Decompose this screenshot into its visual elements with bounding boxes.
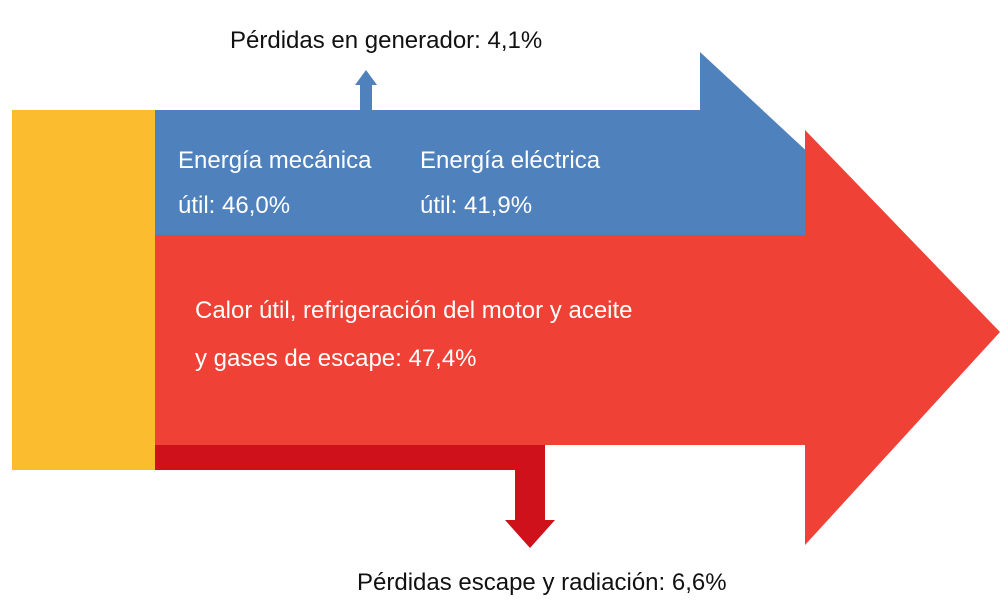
mechanical-value: útil: 46,0% xyxy=(178,192,290,219)
electrical-arrow xyxy=(155,52,870,260)
heat-value: y gases de escape: 47,4% xyxy=(195,345,477,372)
heat-arrow xyxy=(155,130,1000,545)
heat-label: Calor útil, refrigeración del motor y ac… xyxy=(195,297,633,324)
generator-loss-arrow xyxy=(355,70,377,110)
electrical-label: Energía eléctrica xyxy=(420,147,601,174)
exhaust-loss-arrow xyxy=(155,445,555,548)
exhaust-loss-label: Pérdidas escape y radiación: 6,6% xyxy=(357,569,727,596)
electrical-value: útil: 41,9% xyxy=(420,192,532,219)
generator-loss-label: Pérdidas en generador: 4,1% xyxy=(230,27,542,54)
mechanical-label: Energía mecánica xyxy=(178,147,372,174)
source-block xyxy=(12,110,156,470)
